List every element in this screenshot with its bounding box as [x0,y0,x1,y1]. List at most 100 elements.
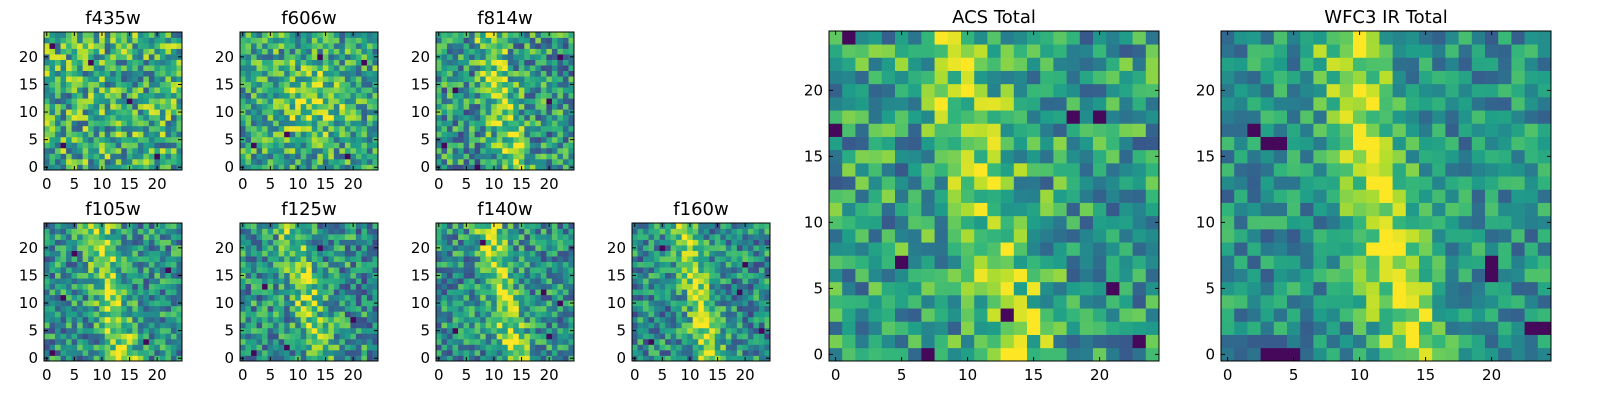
heatmap-cell [676,256,683,262]
heatmap-cell [758,355,765,362]
heatmap-cell [447,92,453,99]
heatmap-cell [557,294,564,301]
heatmap-cell [245,92,252,99]
heatmap-cell [295,98,302,105]
heatmap-cell [480,76,487,83]
heatmap-cell [568,59,575,66]
heatmap-cell [485,250,492,257]
heatmap-cell [159,245,166,251]
heatmap-cell [502,92,509,99]
heatmap-cell [496,305,503,312]
heatmap-cell [1106,295,1120,309]
heatmap-cell [535,142,542,149]
heatmap-cell [643,272,649,279]
heatmap-cell [44,322,50,329]
heatmap-cell [262,98,268,105]
heatmap-cell [502,98,509,105]
heatmap-cell [557,300,564,307]
heatmap-cell [55,153,61,160]
heatmap-cell [143,76,150,83]
heatmap-cell [1027,295,1041,309]
heatmap-cell [736,338,743,345]
heatmap-cell [507,355,514,362]
heatmap-cell [659,311,666,318]
heatmap-cell [333,250,340,257]
heatmap-cell [267,311,274,318]
heatmap-cell [1013,229,1028,243]
heatmap-cell [496,234,503,240]
heatmap-cell [311,250,318,257]
heatmap-cell [491,300,498,307]
heatmap-cell [366,43,373,49]
heatmap-cell [551,289,558,296]
heatmap-cell [60,349,67,356]
heatmap-cell [557,267,564,274]
heatmap-cell [524,37,531,44]
heatmap-cell [300,103,307,110]
heatmap-cell [518,245,525,251]
heatmap-cell [463,131,470,138]
heatmap-cell [55,344,61,351]
heatmap-cell [317,272,324,279]
heatmap-cell [132,131,139,138]
heatmap-cell [643,245,649,251]
heatmap-cell [502,311,509,318]
heatmap-cell [165,311,172,318]
x-tick-label: 0 [42,175,52,193]
heatmap-cell [350,305,357,312]
heatmap-cell [1132,334,1147,349]
heatmap-cell [725,355,732,362]
heatmap-cell [714,349,721,356]
heatmap-cell [463,70,470,77]
heatmap-cell [300,158,307,165]
heatmap-cell [99,338,106,345]
heatmap-cell [491,43,498,49]
heatmap-cell [66,289,72,296]
heatmap-cell [452,338,459,345]
heatmap-cell [758,294,765,301]
heatmap-cell [551,109,558,116]
heatmap-cell [758,272,765,279]
heatmap-cell [485,294,492,301]
heatmap-cell [355,65,362,71]
heatmap-cell [262,239,268,246]
heatmap-cell [322,305,329,312]
heatmap-cell [251,333,257,340]
heatmap-cell [518,153,525,160]
heatmap-cell [273,261,279,268]
heatmap-cell [747,327,754,334]
heatmap-cell [355,289,362,296]
heatmap-cell [333,125,340,132]
heatmap-cell [159,109,166,116]
heatmap-cell [361,142,368,149]
heatmap-cell [262,131,268,138]
heatmap-cell [670,278,677,285]
heatmap-cell [300,305,307,312]
heatmap-cell [496,136,503,143]
heatmap-cell [159,164,166,171]
heatmap-cell [267,234,274,240]
heatmap-cell [681,234,688,240]
heatmap-cell [458,48,464,55]
heatmap-cell [568,87,575,94]
heatmap-cell [245,70,252,77]
heatmap-cell [251,158,257,165]
heatmap-cell [372,153,379,160]
heatmap-cell [262,338,268,345]
heatmap-cell [355,239,362,246]
heatmap-cell [289,327,296,334]
heatmap-cell [452,267,459,274]
heatmap-cell [176,239,183,246]
heatmap-cell [562,65,569,71]
heatmap-cell [1145,308,1160,322]
heatmap-cell [82,300,89,307]
heatmap-cell [121,131,128,138]
heatmap-cell [317,267,324,274]
heatmap-cell [648,272,655,279]
heatmap-cell [93,300,100,307]
heatmap-cell [546,59,553,66]
heatmap-cell [344,316,351,323]
heatmap-cell [496,59,503,66]
heatmap-cell [137,234,144,240]
heatmap-cell [110,87,117,94]
